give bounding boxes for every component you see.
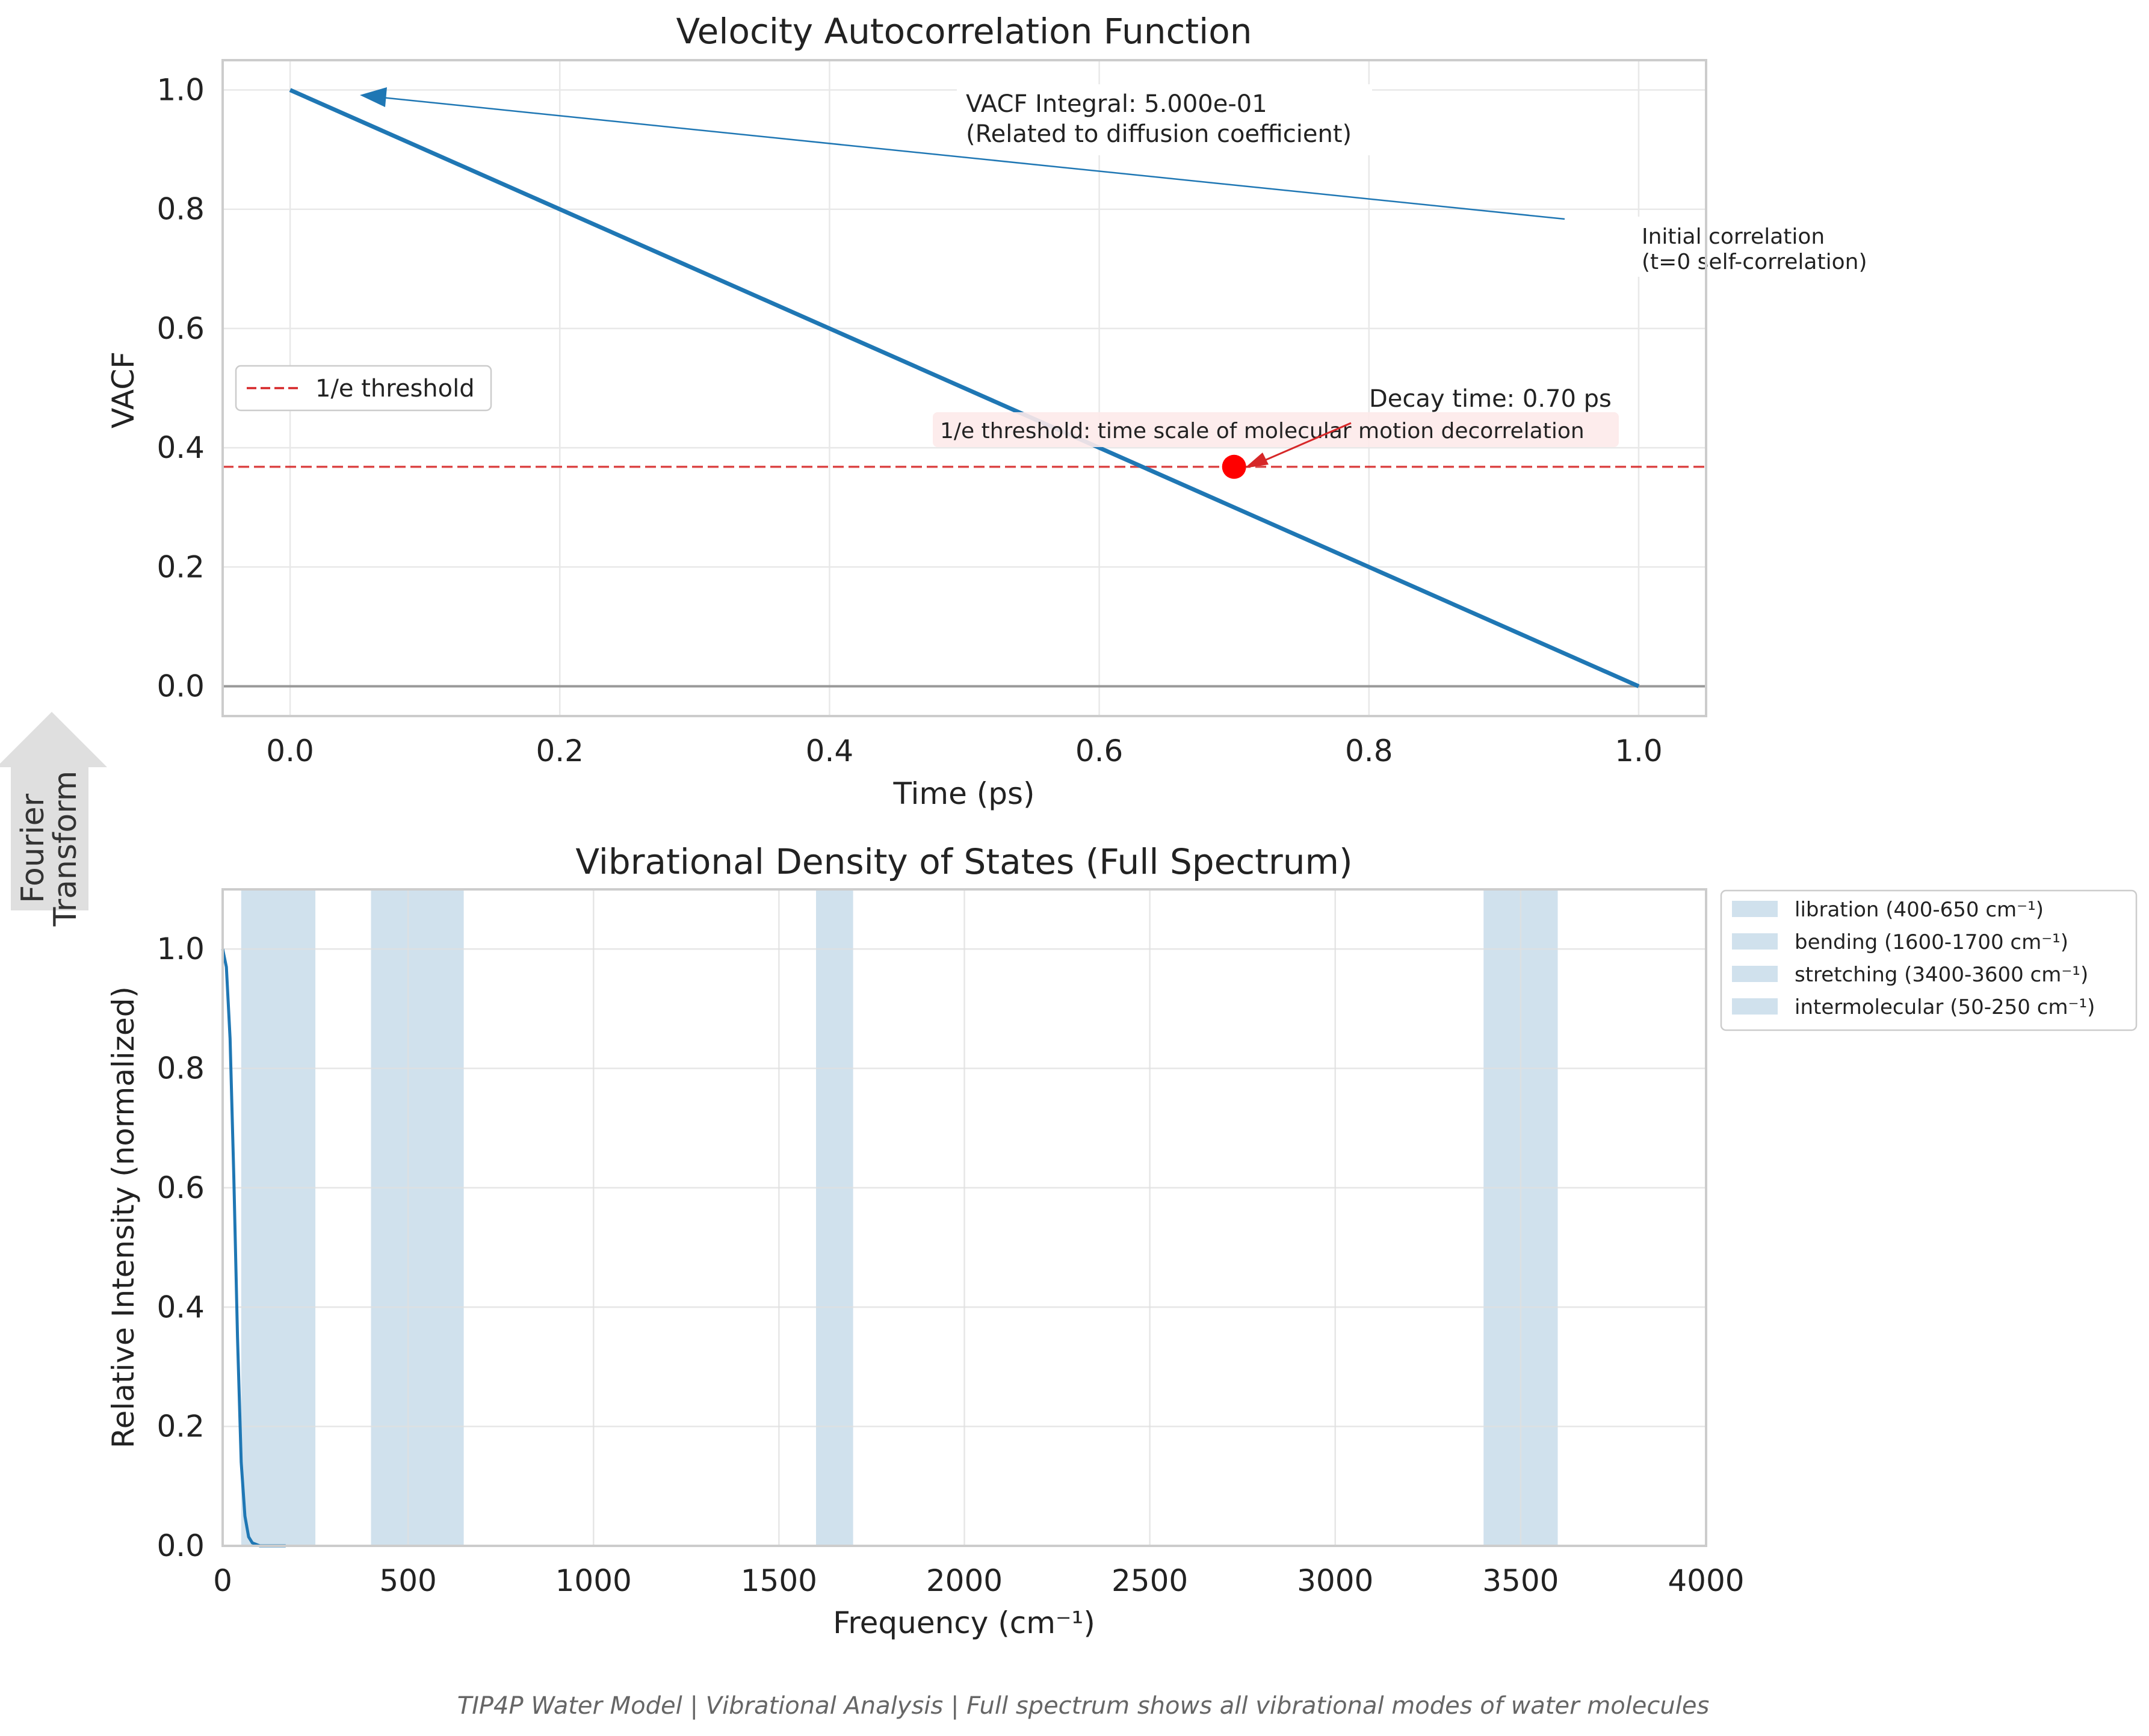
vdos-x-tick-label: 3000 bbox=[1297, 1563, 1373, 1598]
threshold-note-box bbox=[933, 412, 1619, 447]
vacf-x-tick-label: 0.0 bbox=[266, 734, 314, 768]
vdos-legend-swatch-3 bbox=[1732, 998, 1778, 1015]
vacf-y-tick-label: 0.4 bbox=[156, 430, 205, 465]
vdos-x-tick-label: 0 bbox=[213, 1563, 232, 1598]
vdos-tick-labels: 0 500 1000 1500 2000 2500 3000 3500 4000 0.0 0.2 0.… bbox=[156, 931, 1744, 1598]
vdos-y-axis-label: Relative Intensity (normalized) bbox=[106, 986, 141, 1448]
vacf-legend-box bbox=[235, 365, 492, 412]
decay-arrow-line bbox=[1257, 422, 1352, 465]
vdos-x-axis-label: Frequency (cm⁻¹) bbox=[833, 1605, 1095, 1640]
vacf-x-tick-label: 1.0 bbox=[1615, 734, 1663, 768]
vacf-x-tick-label: 0.2 bbox=[536, 734, 584, 768]
vacf-y-tick-label: 0.6 bbox=[156, 311, 205, 346]
vdos-x-tick-label: 3500 bbox=[1482, 1563, 1559, 1598]
vacf-x-tick-label: 0.6 bbox=[1075, 734, 1124, 768]
vdos-legend-label-0: libration (400-650 cm⁻¹) bbox=[1795, 898, 2044, 922]
vacf-title: Velocity Autocorrelation Function bbox=[676, 11, 1252, 52]
vacf-x-tick-label: 0.4 bbox=[806, 734, 854, 768]
vdos-band bbox=[816, 889, 853, 1546]
vacf-x-axis-label: Time (ps) bbox=[892, 776, 1034, 811]
vdos-panel: 0 500 1000 1500 2000 2500 3000 3500 4000 0.0 0.2 0.… bbox=[106, 841, 2138, 1640]
vdos-band bbox=[371, 889, 464, 1546]
vacf-series-line bbox=[289, 88, 1640, 688]
vdos-legend-swatch-2 bbox=[1732, 966, 1778, 982]
integral-label-line1: VACF Integral: 5.000e-01 bbox=[966, 90, 1267, 118]
vdos-frame bbox=[221, 888, 1707, 1547]
initial-label-line1: Initial correlation bbox=[1642, 224, 1825, 249]
vacf-legend: 1/e threshold bbox=[235, 365, 492, 412]
vdos-legend-box bbox=[1720, 889, 2138, 1031]
vdos-band bbox=[241, 889, 316, 1546]
initial-box bbox=[1634, 217, 1887, 277]
footer-caption: TIP4P Water Model | Vibrational Analysis… bbox=[457, 1692, 1710, 1720]
vdos-x-tick-label: 500 bbox=[379, 1563, 436, 1598]
vdos-x-tick-label: 2000 bbox=[926, 1563, 1003, 1598]
vacf-y-tick-label: 1.0 bbox=[156, 73, 205, 108]
vdos-legend-swatch-0 bbox=[1732, 901, 1778, 917]
fourier-arrow-shape bbox=[0, 712, 107, 910]
vdos-x-tick-label: 1000 bbox=[555, 1563, 632, 1598]
vdos-legend-swatch-1 bbox=[1732, 933, 1778, 950]
initial-label-line2: (t=0 self-correlation) bbox=[1642, 250, 1867, 274]
threshold-note: 1/e threshold: time scale of molecular m… bbox=[940, 419, 1585, 443]
vacf-x-tick-label: 0.8 bbox=[1345, 734, 1393, 768]
vdos-title: Vibrational Density of States (Full Spec… bbox=[575, 841, 1352, 882]
vacf-y-axis-label: VACF bbox=[106, 351, 141, 428]
vacf-tick-labels: 0.0 0.2 0.4 0.6 0.8 1.0 0.0 0.2 0.4 0.6 0.8 1.0 bbox=[156, 73, 1662, 768]
vdos-y-tick-label: 0.8 bbox=[156, 1051, 205, 1086]
integral-label-line2: (Related to diffusion coefficient) bbox=[966, 120, 1352, 148]
vdos-y-tick-label: 0.0 bbox=[156, 1528, 205, 1563]
fourier-label-line1: Fourier bbox=[15, 793, 51, 903]
vdos-y-tick-label: 0.2 bbox=[156, 1409, 205, 1444]
vdos-legend-label-2: stretching (3400-3600 cm⁻¹) bbox=[1795, 963, 2088, 987]
vdos-legend-label-1: bending (1600-1700 cm⁻¹) bbox=[1795, 930, 2068, 954]
vdos-x-tick-label: 4000 bbox=[1668, 1563, 1744, 1598]
vacf-y-tick-label: 0.2 bbox=[156, 549, 205, 584]
vacf-legend-label: 1/e threshold bbox=[315, 375, 475, 403]
initial-arrow-line bbox=[382, 96, 1565, 220]
vdos-y-tick-label: 0.4 bbox=[156, 1290, 205, 1324]
integral-box bbox=[957, 84, 1372, 155]
vacf-y-tick-label: 0.8 bbox=[156, 192, 205, 227]
initial-arrow-head bbox=[360, 87, 387, 107]
vdos-legend-label-3: intermolecular (50-250 cm⁻¹) bbox=[1795, 995, 2095, 1019]
fourier-transform-arrow: Fourier Transform bbox=[0, 712, 107, 927]
vdos-x-tick-label: 1500 bbox=[741, 1563, 817, 1598]
vdos-y-tick-label: 0.6 bbox=[156, 1170, 205, 1205]
fourier-label-line2: Transform bbox=[48, 771, 84, 927]
vacf-y-tick-label: 0.0 bbox=[156, 669, 205, 703]
vdos-legend: libration (400-650 cm⁻¹) bending (1600-1… bbox=[1720, 889, 2138, 1031]
decay-arrow-head bbox=[1245, 453, 1269, 468]
vacf-frame bbox=[221, 59, 1707, 717]
vdos-x-tick-label: 2500 bbox=[1112, 1563, 1188, 1598]
decay-point-marker bbox=[1222, 454, 1246, 479]
vdos-y-tick-label: 1.0 bbox=[156, 931, 205, 966]
vacf-panel: 0.0 0.2 0.4 0.6 0.8 1.0 0.0 0.2 0.4 0.6 0.8 1.0 1/e… bbox=[106, 11, 1887, 811]
decay-time-label: Decay time: 0.70 ps bbox=[1369, 385, 1612, 413]
